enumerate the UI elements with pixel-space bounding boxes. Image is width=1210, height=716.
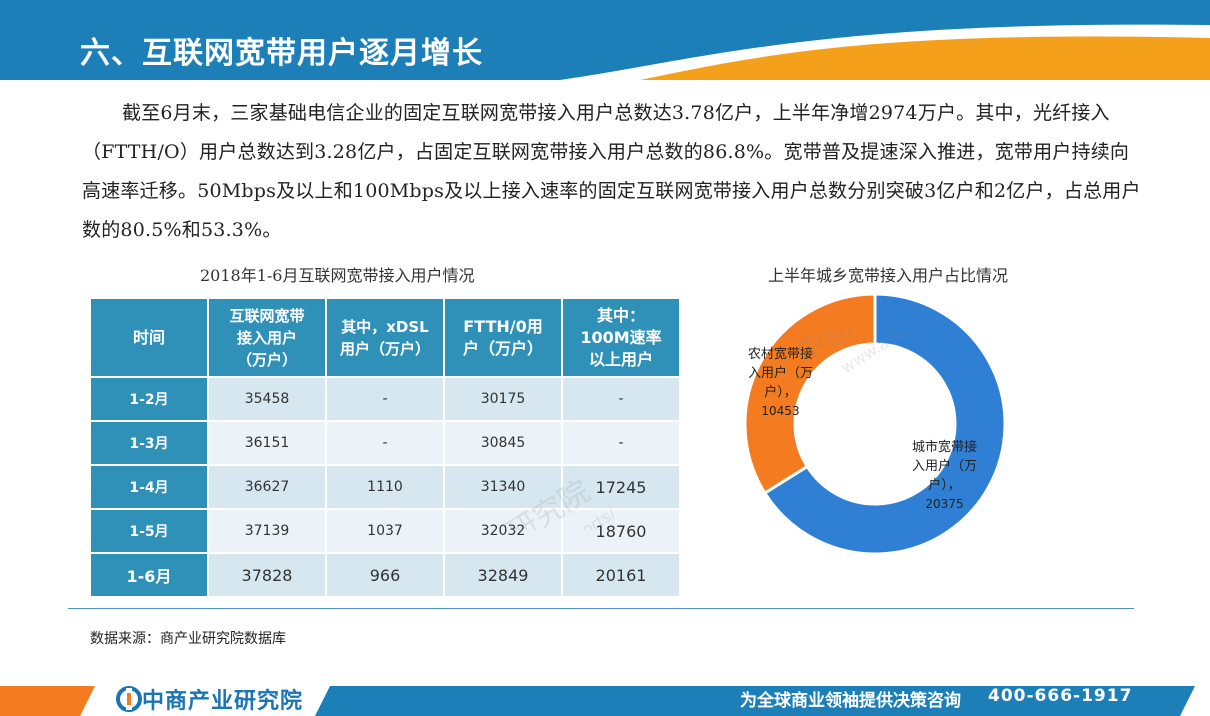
table-row: 1-5月 37139 1037 32032 18760: [89, 508, 681, 554]
table-row: 1-6月 37828 966 32849 20161: [89, 552, 681, 598]
header-ftth: FTTH/0用 户（万户）: [443, 297, 563, 378]
rural-label-value: 10453: [761, 404, 800, 418]
header-100m-line3: 以上用户: [588, 349, 653, 369]
header-time: 时间: [89, 297, 209, 378]
donut-chart: [720, 290, 1040, 570]
row-period: 1-6月: [89, 552, 209, 598]
rural-slice: [743, 292, 877, 496]
footer-phone: 400-666-1917: [988, 686, 1133, 706]
donut-chart-svg: [743, 292, 1007, 556]
cell-100m: -: [561, 376, 681, 422]
chart-title: 上半年城乡宽带接入用户占比情况: [768, 266, 1009, 285]
page-title: 六、互联网宽带用户逐月增长: [80, 36, 483, 71]
brand-logo-icon: [116, 686, 142, 712]
row-period: 1-5月: [89, 508, 209, 554]
header-xdsl: 其中，xDSL 用户（万户）: [325, 297, 445, 378]
row-period: 1-4月: [89, 464, 209, 510]
urban-label-line1: 城市宽带接: [912, 440, 978, 455]
cell-100m: 18760: [561, 508, 681, 554]
header-xdsl-line1: 其中，xDSL: [341, 317, 429, 336]
urban-label-line3: 户），: [928, 478, 961, 493]
table-row: 1-2月 35458 - 30175 -: [89, 376, 681, 422]
header-total-line3: （万户）: [236, 350, 297, 369]
cell-ftth: 30175: [443, 376, 563, 422]
header-time-label: 时间: [132, 327, 165, 347]
urban-slice: [762, 292, 1007, 556]
row-period: 1-2月: [89, 376, 209, 422]
header-total-line1: 互联网宽带: [229, 306, 305, 325]
table-row: 1-4月 36627 1110 31340 17245: [89, 464, 681, 510]
cell-100m: 17245: [561, 464, 681, 510]
body-paragraph: 截至6月末，三家基础电信企业的固定互联网宽带接入用户总数达3.78亿户，上半年净…: [82, 102, 1141, 241]
table-row: 1-3月 36151 - 30845 -: [89, 420, 681, 466]
cell-total: 36627: [207, 464, 327, 510]
cell-total: 36151: [207, 420, 327, 466]
header-100m-line1: 其中：: [596, 305, 645, 325]
cell-100m: -: [561, 420, 681, 466]
urban-label-value: 20375: [925, 497, 964, 511]
row-period: 1-3月: [89, 420, 209, 466]
cell-ftth: 30845: [443, 420, 563, 466]
brand-name: 中商产业研究院: [142, 689, 304, 714]
cell-ftth: 32032: [443, 508, 563, 554]
rural-label-line1: 农村宽带接: [748, 347, 814, 362]
footer-band: [0, 678, 1210, 716]
data-source: 数据来源：商产业研究院数据库: [90, 631, 286, 647]
brand-logo: 中商产业研究院: [116, 683, 303, 715]
cell-xdsl: 1037: [325, 508, 445, 554]
header-total: 互联网宽带 接入用户 （万户）: [207, 297, 327, 378]
cell-ftth: 31340: [443, 464, 563, 510]
table-header-row: 时间 互联网宽带 接入用户 （万户） 其中，xDSL 用户（万户） FTTH/0…: [89, 297, 681, 378]
cell-xdsl: -: [325, 376, 445, 422]
rural-label-line3: 户），: [764, 385, 797, 400]
rural-label-line2: 入用户（万: [748, 366, 814, 381]
header-ftth-line2: 户（万户）: [462, 338, 543, 358]
urban-slice-label: 城市宽带接 入用户（万 户）， 20375: [912, 438, 977, 514]
cell-total: 37139: [207, 508, 327, 554]
cell-xdsl: 1110: [325, 464, 445, 510]
header-total-line2: 接入用户: [236, 328, 297, 347]
header-100m-line2: 100M速率: [580, 327, 662, 347]
header-background: [0, 0, 1210, 80]
divider-line: [68, 608, 1134, 609]
table-caption: 2018年1-6月互联网宽带接入用户情况: [200, 266, 475, 285]
cell-ftth: 32849: [443, 552, 563, 598]
cell-xdsl: -: [325, 420, 445, 466]
footer-background: [0, 686, 1195, 716]
cell-100m: 20161: [561, 552, 681, 598]
cell-total: 37828: [207, 552, 327, 598]
urban-label-line2: 入用户（万: [912, 459, 978, 474]
header-ftth-line1: FTTH/0用: [463, 316, 543, 336]
rural-slice-label: 农村宽带接 入用户（万 户）， 10453: [748, 345, 813, 421]
header-100m: 其中： 100M速率 以上用户: [561, 297, 681, 378]
broadband-table: 时间 互联网宽带 接入用户 （万户） 其中，xDSL 用户（万户） FTTH/0…: [89, 297, 681, 598]
header-xdsl-line2: 用户（万户）: [339, 339, 430, 358]
cell-xdsl: 966: [325, 552, 445, 598]
footer-slogan: 为全球商业领袖提供决策咨询: [740, 691, 961, 711]
cell-total: 35458: [207, 376, 327, 422]
header-band: 六、互联网宽带用户逐月增长: [0, 0, 1210, 80]
